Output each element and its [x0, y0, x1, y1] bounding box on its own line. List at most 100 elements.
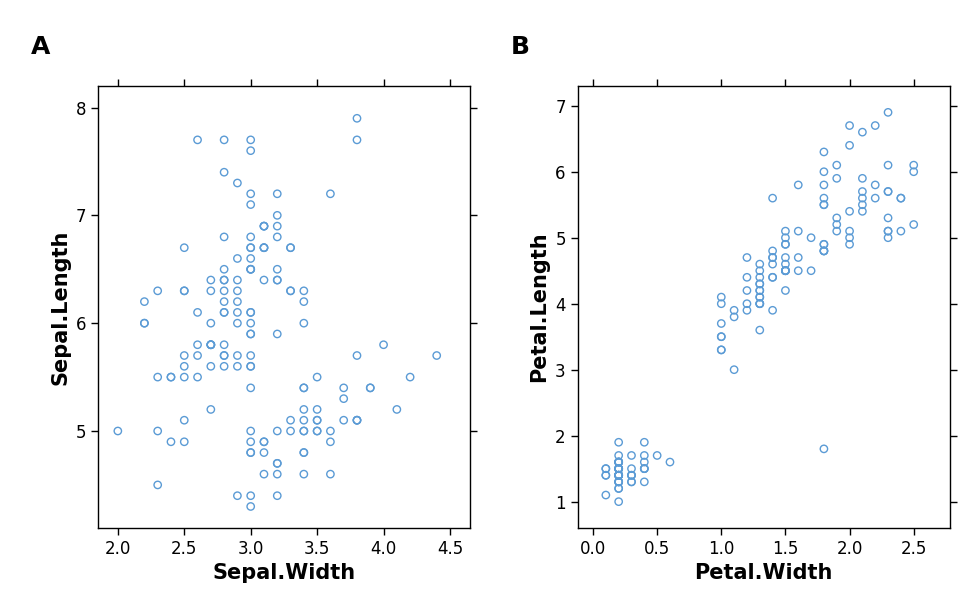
Point: [751, 299, 767, 309]
Point: [216, 135, 232, 145]
Point: [610, 470, 626, 480]
Point: [216, 308, 232, 317]
Point: [295, 426, 311, 436]
Point: [229, 286, 244, 296]
Point: [854, 200, 869, 209]
Point: [777, 266, 792, 276]
Point: [713, 332, 729, 341]
Point: [243, 243, 258, 252]
Point: [243, 243, 258, 252]
Point: [764, 252, 779, 262]
Point: [751, 259, 767, 269]
Point: [610, 464, 626, 473]
Point: [295, 426, 311, 436]
Point: [879, 226, 895, 236]
Text: B: B: [511, 36, 529, 60]
Point: [841, 141, 857, 150]
Point: [150, 372, 165, 382]
Point: [309, 415, 325, 425]
Point: [610, 457, 626, 467]
Point: [751, 286, 767, 295]
Point: [283, 415, 298, 425]
Point: [283, 426, 298, 436]
Point: [764, 252, 779, 262]
Point: [295, 383, 311, 393]
Point: [661, 457, 677, 467]
Point: [269, 459, 285, 468]
Point: [150, 480, 165, 490]
Point: [905, 220, 920, 230]
Point: [751, 299, 767, 309]
Point: [349, 415, 365, 425]
Point: [816, 444, 831, 454]
Point: [905, 167, 920, 177]
Point: [388, 405, 404, 414]
Point: [256, 448, 272, 457]
Point: [854, 206, 869, 216]
Point: [283, 286, 298, 296]
Point: [269, 221, 285, 231]
Point: [777, 252, 792, 262]
Point: [243, 448, 258, 457]
Point: [789, 252, 805, 262]
Point: [309, 426, 325, 436]
Point: [243, 502, 258, 511]
Point: [610, 464, 626, 473]
Point: [243, 308, 258, 317]
Point: [216, 275, 232, 285]
Point: [610, 464, 626, 473]
Point: [892, 193, 908, 203]
Point: [322, 469, 337, 479]
Point: [216, 265, 232, 274]
Point: [751, 292, 767, 302]
Point: [777, 239, 792, 249]
Point: [610, 497, 626, 507]
Point: [879, 107, 895, 117]
Point: [243, 308, 258, 317]
Point: [816, 200, 831, 209]
Point: [216, 275, 232, 285]
Point: [256, 275, 272, 285]
Point: [802, 233, 818, 243]
Point: [598, 490, 613, 500]
Point: [243, 329, 258, 339]
Point: [610, 464, 626, 473]
Point: [828, 160, 844, 170]
Point: [256, 437, 272, 447]
Point: [610, 470, 626, 480]
Point: [256, 221, 272, 231]
Point: [610, 457, 626, 467]
Point: [867, 180, 882, 190]
Point: [892, 193, 908, 203]
Point: [349, 351, 365, 360]
Point: [623, 470, 639, 480]
Point: [295, 297, 311, 306]
Point: [243, 329, 258, 339]
Point: [243, 362, 258, 371]
X-axis label: Sepal.Width: Sepal.Width: [212, 564, 355, 583]
Point: [777, 266, 792, 276]
Point: [610, 457, 626, 467]
Point: [229, 275, 244, 285]
Point: [243, 189, 258, 199]
Point: [816, 246, 831, 256]
Point: [256, 243, 272, 252]
Point: [816, 246, 831, 256]
Point: [283, 286, 298, 296]
Point: [713, 332, 729, 341]
Point: [283, 243, 298, 252]
Point: [751, 299, 767, 309]
Point: [216, 308, 232, 317]
Point: [163, 372, 179, 382]
Point: [202, 340, 218, 349]
Point: [322, 426, 337, 436]
Point: [229, 362, 244, 371]
Point: [738, 299, 754, 309]
Point: [322, 189, 337, 199]
Point: [777, 226, 792, 236]
Point: [816, 180, 831, 190]
Point: [623, 464, 639, 473]
Point: [610, 470, 626, 480]
Point: [335, 394, 351, 403]
Point: [163, 372, 179, 382]
